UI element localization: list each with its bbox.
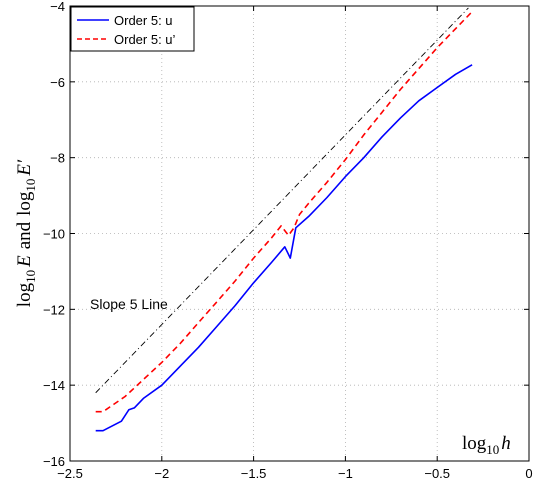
y-tick-label: −14: [43, 378, 65, 393]
slope-reference-line: [95, 7, 469, 394]
y-tick-label: −12: [43, 302, 65, 317]
y-tick-label: −6: [50, 75, 65, 90]
y-tick-label: −8: [50, 151, 65, 166]
y-axis-label: log10Eandlog10E′: [14, 159, 38, 307]
slope-line-annotation: Slope 5 Line: [90, 296, 168, 312]
legend: Order 5: u Order 5: u’: [70, 6, 195, 52]
series-layer: [95, 7, 473, 432]
x-tick-label: −1: [338, 466, 353, 481]
x-tick-label: −2: [154, 466, 169, 481]
ticks: −2.5 −2 −1.5 −1 −0.5 0 −16 −14 −12 −10 −8 −6 −4: [43, 0, 533, 481]
labels: Slope 5 Line log10 h log10Eandlog10E′: [14, 159, 511, 457]
x-tick-label: −1.5: [241, 466, 267, 481]
series-line-2: [95, 11, 473, 413]
series-line-1: [95, 64, 473, 432]
legend-box: [70, 6, 195, 52]
x-axis-label: log10 h: [462, 433, 511, 457]
x-tick-label: 0: [525, 466, 532, 481]
y-tick-label: −10: [43, 227, 65, 242]
x-tick-label: −2.5: [57, 466, 83, 481]
legend-label-2: Order 5: u’: [114, 32, 176, 47]
grid: [70, 6, 529, 461]
legend-label-1: Order 5: u: [114, 13, 173, 28]
y-tick-label: −4: [50, 0, 65, 14]
y-tick-label: −16: [43, 454, 65, 469]
x-tick-label: −0.5: [424, 466, 450, 481]
